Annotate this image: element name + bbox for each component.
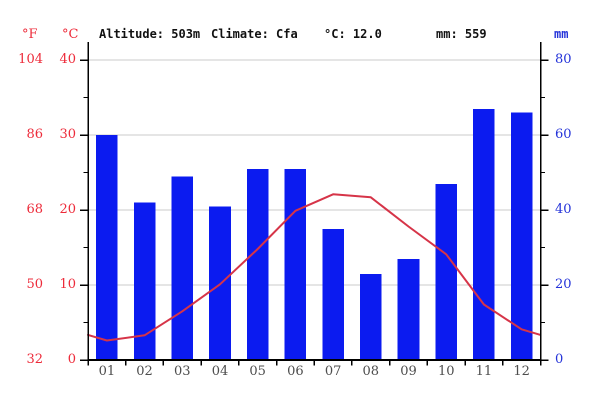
fahrenheit-tick-label: 50 <box>26 277 43 292</box>
temperature-line <box>87 193 542 342</box>
month-label-01: 01 <box>98 364 116 379</box>
celsius-tick-label: 0 <box>67 352 76 367</box>
mean-temp-label: °C: 12.0 <box>324 27 382 41</box>
precip-bar-02 <box>133 202 156 360</box>
celsius-tick-label: 10 <box>59 277 76 292</box>
precip-bar-09 <box>397 258 420 361</box>
celsius-tick-label: 30 <box>59 127 76 142</box>
celsius-tick-label: 20 <box>59 202 76 217</box>
precip-bar-10 <box>435 183 457 361</box>
annual-precip-label: mm: 559 <box>436 27 487 41</box>
mm-tick-label: 20 <box>555 277 572 292</box>
month-label-04: 04 <box>211 364 229 379</box>
altitude-label: Altitude: 503m <box>99 27 201 41</box>
fahrenheit-tick-label: 104 <box>18 52 43 67</box>
precip-bar-03 <box>171 176 194 361</box>
celsius-tick-label: 40 <box>59 52 76 67</box>
precip-bar-08 <box>360 273 382 361</box>
month-label-02: 02 <box>136 364 153 379</box>
mm-tick-label: 0 <box>555 352 564 367</box>
month-label-10: 10 <box>437 364 455 379</box>
month-label-06: 06 <box>287 364 304 379</box>
month-label-07: 07 <box>324 364 342 379</box>
month-label-05: 05 <box>249 364 266 379</box>
fahrenheit-unit-label: °F <box>22 27 38 42</box>
month-label-09: 09 <box>400 364 417 379</box>
month-label-03: 03 <box>173 364 191 379</box>
celsius-unit-label: °C <box>62 27 79 42</box>
precip-bar-12 <box>510 112 533 360</box>
mm-tick-label: 80 <box>555 52 572 67</box>
mm-tick-label: 60 <box>555 127 572 142</box>
fahrenheit-tick-label: 68 <box>26 202 43 217</box>
mm-tick-label: 40 <box>555 202 572 217</box>
month-label-12: 12 <box>513 364 530 379</box>
month-label-11: 11 <box>475 364 493 379</box>
fahrenheit-tick-label: 86 <box>26 127 43 142</box>
precip-bar-01 <box>96 135 118 360</box>
precip-bar-05 <box>246 168 269 361</box>
precip-bar-07 <box>322 228 344 361</box>
month-label-08: 08 <box>362 364 380 379</box>
fahrenheit-tick-label: 32 <box>26 352 43 367</box>
mm-unit-label: mm <box>554 27 569 41</box>
climate-class-label: Climate: Cfa <box>211 27 298 41</box>
precip-bar-06 <box>284 168 307 361</box>
precip-bar-11 <box>473 108 495 361</box>
